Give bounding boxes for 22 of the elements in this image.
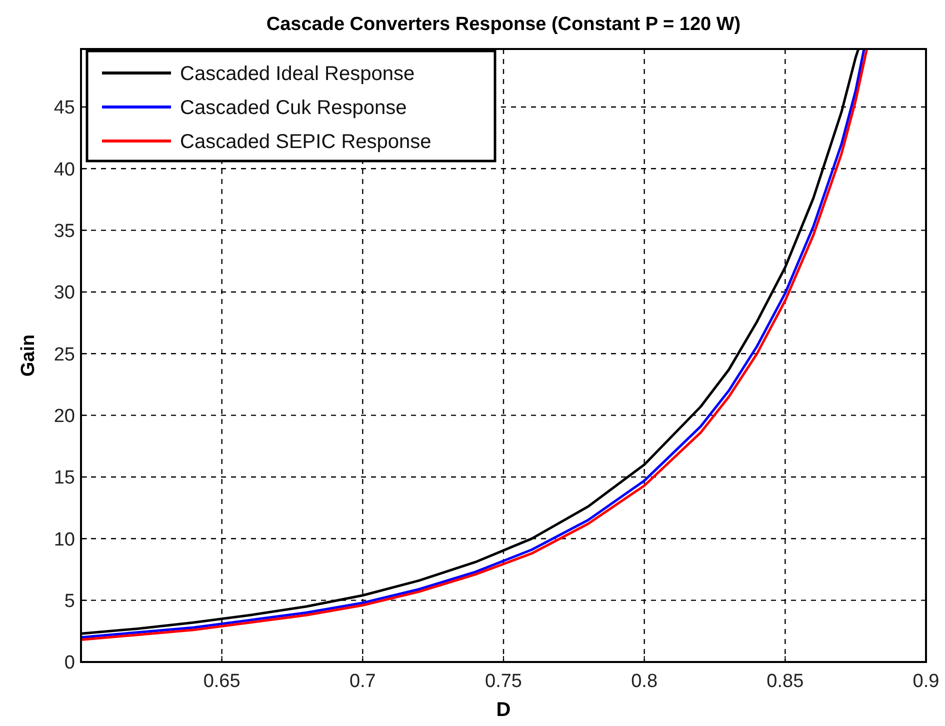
y-tick-label: 20 — [54, 406, 75, 427]
y-tick-label: 25 — [54, 344, 75, 366]
legend-label: Cascaded Cuk Response — [180, 97, 407, 119]
y-axis-title: Gain — [18, 334, 39, 377]
y-tick-label: 15 — [54, 468, 75, 489]
x-tick-label: 0.65 — [203, 671, 240, 692]
y-tick-label: 30 — [54, 282, 75, 304]
x-tick-label: 0.8 — [631, 671, 658, 692]
y-tick-label: 10 — [54, 529, 75, 550]
y-tick-label: 0 — [64, 652, 75, 674]
legend-label: Cascaded Ideal Response — [180, 63, 415, 85]
x-tick-label: 0.75 — [485, 671, 522, 692]
x-tick-label: 0.9 — [912, 671, 940, 692]
x-tick-label: 0.7 — [349, 671, 376, 692]
chart-title: Cascade Converters Response (Constant P = 120 W) — [266, 14, 741, 35]
legend-label: Cascaded SEPIC Response — [180, 131, 432, 153]
y-tick-label: 40 — [54, 159, 75, 180]
y-tick-label: 35 — [54, 220, 75, 242]
x-tick-label: 0.85 — [766, 671, 804, 692]
y-tick-label: 5 — [64, 590, 75, 612]
x-axis-title: D — [496, 699, 511, 721]
y-tick-label: 45 — [54, 98, 75, 119]
